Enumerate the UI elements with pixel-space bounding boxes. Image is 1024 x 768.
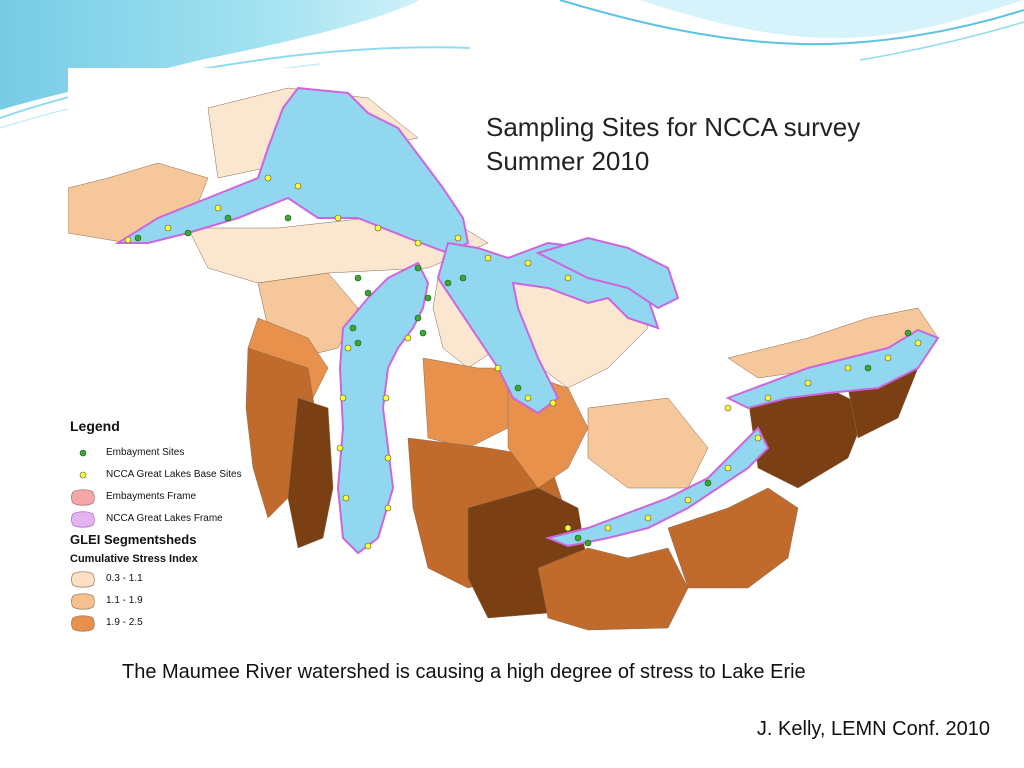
legend-item-base-sites: NCCA Great Lakes Base Sites [70,464,290,486]
legend-stress-heading: Cumulative Stress Index [70,553,198,565]
legend-item-embayments-frame: Embayments Frame [70,486,290,508]
map-title: Sampling Sites for NCCA survey Summer 20… [486,110,926,178]
legend-label: Embayment Sites [106,447,185,458]
legend-label: NCCA Great Lakes Frame [106,513,223,524]
legend-item-stress-class: 1.9 - 2.5 [70,612,290,634]
slide-caption: The Maumee River watershed is causing a … [122,661,806,683]
legend-item-stress-class: 0.3 - 1.1 [70,568,290,590]
legend-segmentsheds-heading: GLEI Segmentsheds [70,532,197,547]
map-title-line1: Sampling Sites for NCCA survey [486,112,861,142]
legend-label: NCCA Great Lakes Base Sites [106,469,242,480]
legend-label: 1.1 - 1.9 [106,595,143,606]
map-title-line2: Summer 2010 [486,146,650,176]
legend-label: 1.9 - 2.5 [106,617,143,628]
base-sites [124,174,922,550]
stress-class-swatch-icon [71,571,95,588]
watershed-lake-erie-north [587,397,709,489]
lake-superior [114,86,470,255]
lake-huron-georgian-bay [535,236,680,310]
base-site-dot-icon [79,471,87,479]
stress-class-swatch-icon [71,593,95,610]
legend-label: 0.3 - 1.1 [106,573,143,584]
watershed-chicago [287,397,334,549]
embayment-site-dot-icon [79,449,87,457]
great-lakes-frame-swatch-icon [71,511,95,528]
legend-item-embayment-sites: Embayment Sites [70,442,290,464]
stress-class-swatch-icon [71,615,95,632]
lake-ontario [725,328,940,410]
lake-erie [544,426,770,548]
embayment-sites [134,214,912,547]
legend-item-stress-class: 1.1 - 1.9 [70,590,290,612]
map-graphic [68,86,940,631]
great-lakes-water [114,86,940,555]
legend-heading: Legend [70,418,120,434]
legend-item-great-lakes-frame: NCCA Great Lakes Frame [70,508,290,530]
map-legend: Legend Embayment Sites NCCA Great Lakes … [70,418,290,634]
embayments-frame-swatch-icon [71,489,95,506]
legend-label: Embayments Frame [106,491,197,502]
watershed-ohio [537,547,689,631]
slide-credit: J. Kelly, LEMN Conf. 2010 [756,718,990,740]
great-lakes-map: Sampling Sites for NCCA survey Summer 20… [68,68,948,636]
lake-michigan [336,261,430,555]
watershed-pennsylvania [667,487,799,589]
